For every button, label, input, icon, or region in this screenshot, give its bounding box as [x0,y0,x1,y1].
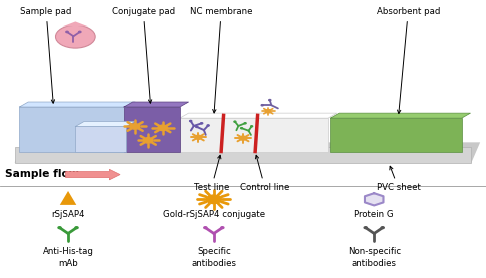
Circle shape [66,31,68,33]
Circle shape [265,110,271,113]
Circle shape [221,227,224,229]
FancyArrow shape [66,169,120,180]
Text: Anti-His-tag
mAb: Anti-His-tag mAb [43,247,93,267]
Circle shape [58,227,61,229]
Circle shape [158,125,168,131]
Text: Test line: Test line [194,155,229,192]
Circle shape [244,123,246,124]
Circle shape [240,136,246,140]
Polygon shape [124,102,189,107]
Circle shape [75,227,78,229]
Text: Sample flow: Sample flow [5,169,79,179]
Circle shape [261,105,263,106]
FancyBboxPatch shape [19,107,126,152]
FancyBboxPatch shape [180,118,328,152]
Text: Non-specific
antibodies: Non-specific antibodies [347,247,401,267]
Text: Gold-rSjSAP4 conjugate: Gold-rSjSAP4 conjugate [163,210,265,219]
Polygon shape [60,191,76,205]
Text: Absorbent pad: Absorbent pad [377,7,440,113]
Circle shape [269,100,271,101]
Circle shape [190,120,192,122]
Circle shape [130,124,140,129]
Circle shape [72,25,78,28]
Text: Control line: Control line [240,155,290,192]
Circle shape [196,126,198,128]
Polygon shape [15,142,480,163]
FancyBboxPatch shape [15,147,471,163]
Text: NC membrane: NC membrane [190,7,252,113]
Text: Conjugate pad: Conjugate pad [112,7,175,103]
Circle shape [234,121,236,122]
Text: PVC sheet: PVC sheet [377,166,420,192]
Circle shape [207,195,221,203]
Text: rSjSAP4: rSjSAP4 [52,210,85,219]
Circle shape [381,227,384,229]
FancyBboxPatch shape [330,118,462,152]
FancyBboxPatch shape [124,107,180,152]
Text: Sample pad: Sample pad [20,7,72,103]
Circle shape [241,128,243,129]
Polygon shape [63,21,88,26]
Circle shape [201,123,203,124]
Circle shape [251,126,253,127]
Circle shape [79,31,81,33]
Circle shape [207,125,209,126]
Circle shape [143,138,153,143]
Circle shape [204,227,207,229]
FancyBboxPatch shape [75,126,126,152]
Polygon shape [75,121,135,126]
Text: Specific
antibodies: Specific antibodies [191,247,236,267]
Circle shape [195,135,202,139]
Polygon shape [365,193,383,205]
Circle shape [55,25,95,48]
Circle shape [364,227,367,229]
Polygon shape [19,102,135,107]
Text: Protein G: Protein G [354,210,394,219]
Polygon shape [330,113,470,118]
Polygon shape [180,113,337,118]
